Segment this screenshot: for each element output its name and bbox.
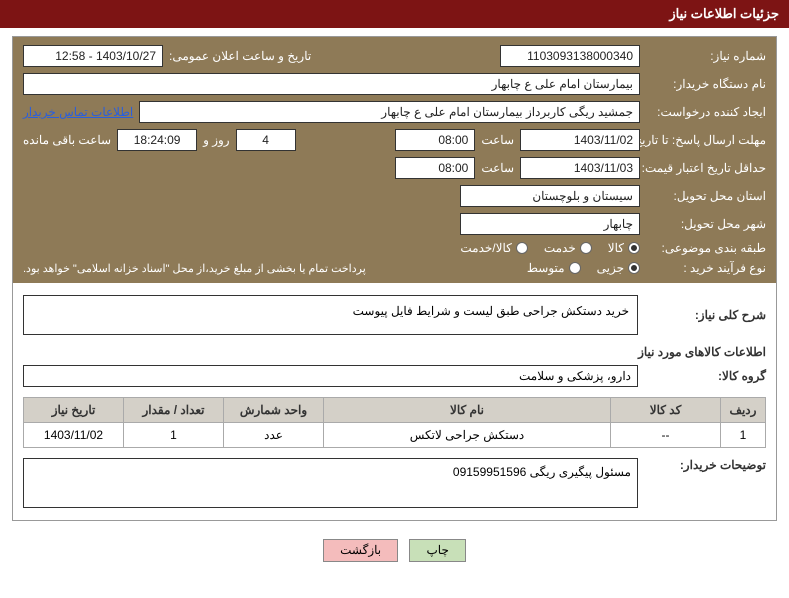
- time-label-2: ساعت: [481, 161, 514, 175]
- desc-box: خرید دستکش جراحی طبق لیست و شرایط فایل پ…: [23, 295, 638, 335]
- announce-label: تاریخ و ساعت اعلان عمومی:: [169, 49, 311, 63]
- city-field: چابهار: [460, 213, 640, 235]
- deadline-time-field: 08:00: [395, 129, 475, 151]
- goods-info-title: اطلاعات کالاهای مورد نیاز: [23, 345, 766, 359]
- radio-goods-label: کالا: [608, 241, 624, 255]
- time-label-1: ساعت: [481, 133, 514, 147]
- days-field: 4: [236, 129, 296, 151]
- radio-icon: [516, 242, 528, 254]
- deadline-label: مهلت ارسال پاسخ: تا تاریخ:: [646, 133, 766, 147]
- radio-service-label: خدمت: [544, 241, 576, 255]
- td-row: 1: [721, 423, 766, 448]
- th-row: ردیف: [721, 398, 766, 423]
- th-qty: تعداد / مقدار: [124, 398, 224, 423]
- buyer-contact-link[interactable]: اطلاعات تماس خریدار: [23, 105, 133, 119]
- print-button[interactable]: چاپ: [409, 539, 465, 562]
- td-name: دستکش جراحی لاتکس: [324, 423, 611, 448]
- province-field: سیستان و بلوچستان: [460, 185, 640, 207]
- lower-section: شرح کلی نیاز: خرید دستکش جراحی طبق لیست …: [13, 283, 776, 520]
- th-code: کد کالا: [611, 398, 721, 423]
- days-label: روز و: [203, 133, 230, 147]
- details-section: شماره نیاز: 1103093138000340 تاریخ و ساع…: [13, 37, 776, 283]
- radio-small[interactable]: جزیی: [597, 261, 640, 275]
- city-label: شهر محل تحویل:: [646, 217, 766, 231]
- need-no-label: شماره نیاز:: [646, 49, 766, 63]
- radio-service[interactable]: خدمت: [544, 241, 592, 255]
- announce-field: 1403/10/27 - 12:58: [23, 45, 163, 67]
- radio-small-label: جزیی: [597, 261, 624, 275]
- process-label: نوع فرآیند خرید :: [646, 261, 766, 275]
- buyer-org-field: بیمارستان امام علی ع چابهار: [23, 73, 640, 95]
- td-unit: عدد: [224, 423, 324, 448]
- group-field: دارو، پزشکی و سلامت: [23, 365, 638, 387]
- buyer-note-box: مسئول پیگیری ریگی 09159951596: [23, 458, 638, 508]
- td-date: 1403/11/02: [24, 423, 124, 448]
- th-name: نام کالا: [324, 398, 611, 423]
- td-code: --: [611, 423, 721, 448]
- need-no-field: 1103093138000340: [500, 45, 640, 67]
- radio-medium[interactable]: متوسط: [527, 261, 581, 275]
- radio-icon: [580, 242, 592, 254]
- main-panel: شماره نیاز: 1103093138000340 تاریخ و ساع…: [12, 36, 777, 521]
- buyer-note-label: توضیحات خریدار:: [646, 458, 766, 472]
- back-button[interactable]: بازگشت: [323, 539, 398, 562]
- validity-date-field: 1403/11/03: [520, 157, 640, 179]
- group-label: گروه کالا:: [646, 369, 766, 383]
- radio-icon: [569, 262, 581, 274]
- radio-icon: [628, 262, 640, 274]
- desc-label: شرح کلی نیاز:: [646, 308, 766, 322]
- province-label: استان محل تحویل:: [646, 189, 766, 203]
- requester-field: جمشید ریگی کاربرداز بیمارستان امام علی ع…: [139, 101, 640, 123]
- th-date: تاریخ نیاز: [24, 398, 124, 423]
- radio-goods[interactable]: کالا: [608, 241, 640, 255]
- process-note: پرداخت تمام یا بخشی از مبلغ خرید،از محل …: [23, 262, 366, 275]
- radio-both-label: کالا/خدمت: [460, 241, 511, 255]
- td-qty: 1: [124, 423, 224, 448]
- process-radio-group: جزیی متوسط: [527, 261, 640, 275]
- category-label: طبقه بندی موضوعی:: [646, 241, 766, 255]
- goods-table: ردیف کد کالا نام کالا واحد شمارش تعداد /…: [23, 397, 766, 448]
- buyer-org-label: نام دستگاه خریدار:: [646, 77, 766, 91]
- page-header: جزئیات اطلاعات نیاز: [0, 0, 789, 28]
- validity-label: حداقل تاریخ اعتبار قیمت: تا تاریخ:: [646, 161, 766, 175]
- button-bar: چاپ بازگشت: [0, 529, 789, 576]
- th-unit: واحد شمارش: [224, 398, 324, 423]
- validity-time-field: 08:00: [395, 157, 475, 179]
- deadline-date-field: 1403/11/02: [520, 129, 640, 151]
- table-row: 1 -- دستکش جراحی لاتکس عدد 1 1403/11/02: [24, 423, 766, 448]
- radio-medium-label: متوسط: [527, 261, 565, 275]
- radio-icon: [628, 242, 640, 254]
- category-radio-group: کالا خدمت کالا/خدمت: [460, 241, 640, 255]
- remaining-label: ساعت باقی مانده: [23, 133, 111, 147]
- requester-label: ایجاد کننده درخواست:: [646, 105, 766, 119]
- radio-both[interactable]: کالا/خدمت: [460, 241, 527, 255]
- remaining-time-field: 18:24:09: [117, 129, 197, 151]
